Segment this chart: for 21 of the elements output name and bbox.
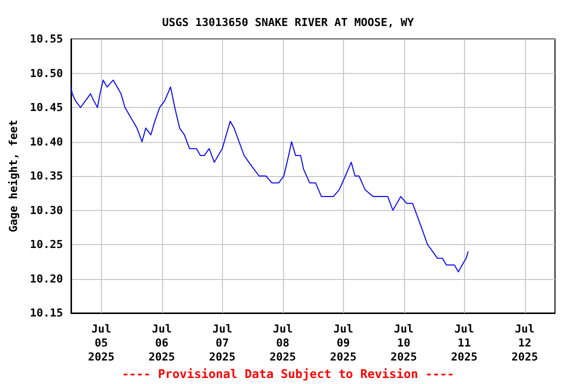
y-tick-label: 10.20	[30, 272, 64, 286]
line-series	[70, 80, 469, 272]
y-tick-label: 10.15	[30, 306, 64, 320]
x-tick-label: Jul 10 2025	[390, 322, 418, 364]
y-axis-title: Gage height, feet	[7, 120, 20, 232]
x-tick-label: Jul 12 2025	[512, 322, 538, 364]
y-tick-label: 10.40	[30, 135, 64, 148]
x-tick-label: Jul 08 2025	[270, 322, 296, 364]
text: ---- Provisional Data Subject to Revision ----	[122, 367, 454, 381]
y-tick-label: 10.30	[30, 204, 64, 217]
x-tick-label: Jul 11 2025	[451, 322, 478, 364]
y-tick-label: 10.25	[30, 238, 64, 251]
chart-title: USGS 13013650 SNAKE RIVER AT MOOSE, WY	[162, 16, 414, 29]
y-tick-label: 10.50	[30, 66, 64, 80]
x-tick-label: Jul 06 2025	[148, 322, 176, 364]
x-tick-label: Jul 07 2025	[209, 322, 236, 364]
x-tick-label: Jul 09 2025	[330, 322, 357, 364]
y-tick-label: 10.55	[30, 32, 64, 46]
y-tick-label: 10.45	[30, 101, 64, 114]
y-tick-label: 10.35	[30, 170, 64, 182]
x-tick-label: Jul 05 2025	[88, 322, 115, 364]
